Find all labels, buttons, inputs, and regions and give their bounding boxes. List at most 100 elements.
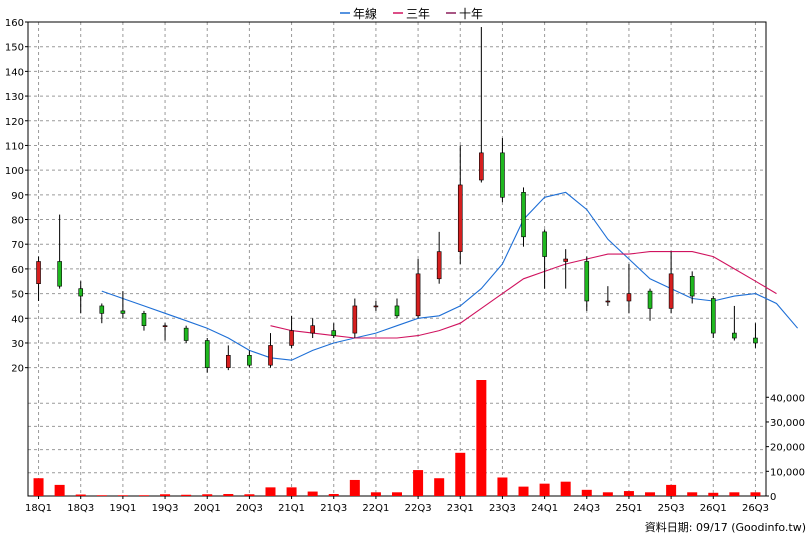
candle-body-down	[647, 290, 653, 309]
candle-body-up	[373, 305, 379, 308]
x-tick-label: 26Q3	[742, 503, 769, 514]
x-tick-label: 23Q1	[447, 503, 474, 514]
volume-tick-label: 40,000	[770, 393, 805, 404]
candle-body-down	[204, 340, 210, 368]
candle-body-down	[732, 332, 737, 339]
volume-bar	[160, 494, 171, 496]
x-tick-label: 22Q3	[405, 503, 432, 514]
price-tick-label: 60	[11, 265, 24, 276]
candle-body-up	[268, 345, 273, 366]
candle-body-down	[521, 192, 526, 238]
volume-bar	[138, 495, 149, 496]
price-tick-label: 70	[11, 240, 24, 251]
x-axis-ticks: 18Q1 18Q3 19Q1 19Q3 20Q1 20Q3 21Q1 21Q3 22Q1 22Q3…	[25, 496, 769, 514]
volume-bar	[497, 477, 508, 496]
candle-body-down	[710, 298, 716, 334]
candle-body-up	[668, 273, 674, 309]
plot-frame	[27, 21, 767, 497]
x-tick-label: 25Q1	[615, 503, 642, 514]
x-tick-label: 20Q1	[194, 503, 221, 514]
candle-body-up	[626, 293, 632, 302]
candle-body-up	[226, 355, 231, 368]
x-tick-label: 22Q1	[362, 503, 389, 514]
candle-body-down	[500, 152, 505, 198]
grid	[28, 21, 766, 496]
volume-bar	[223, 494, 234, 496]
price-tick-label: 140	[5, 67, 24, 78]
candle-body-down	[99, 305, 105, 314]
price-tick-label: 130	[5, 92, 24, 103]
price-tick-label: 120	[5, 117, 24, 128]
legend-label: 三年	[406, 7, 430, 21]
volume-axis-ticks: 0 10,000 20,000 30,000 40,000	[766, 393, 805, 503]
x-tick-label: 26Q1	[700, 503, 727, 514]
volume-bar	[328, 494, 339, 496]
candle-body-down	[141, 313, 147, 326]
volume-bar	[75, 494, 86, 496]
volume-bar	[729, 492, 740, 496]
moving-average-line-3y	[270, 251, 777, 339]
x-tick-label: 24Q3	[573, 503, 600, 514]
volume-bar	[623, 491, 634, 496]
candle-body-down	[331, 330, 337, 336]
x-tick-label: 19Q3	[152, 503, 179, 514]
candle-body-down	[57, 261, 62, 287]
candle-body-down	[753, 337, 758, 344]
price-tick-label: 160	[5, 18, 24, 29]
candle-body-up	[479, 152, 484, 181]
x-tick-label: 25Q3	[658, 503, 685, 514]
x-tick-label: 20Q3	[236, 503, 263, 514]
volume-tick-label: 0	[770, 492, 776, 503]
volume-bar	[455, 452, 466, 496]
price-tick-label: 100	[5, 166, 24, 177]
volume-bar	[539, 483, 550, 496]
candle-body-down	[120, 310, 126, 314]
volume-bar	[202, 494, 213, 496]
plot-border	[27, 21, 767, 497]
volume-bar	[96, 495, 107, 496]
candle-body-up	[352, 305, 358, 334]
candle-body-up	[162, 325, 168, 327]
candle-body-down	[542, 231, 547, 257]
price-tick-label: 30	[11, 339, 24, 350]
candle-body-up	[415, 273, 421, 317]
candle-body-up	[310, 325, 315, 334]
volume-tick-label: 30,000	[770, 418, 805, 429]
volume-bar	[750, 492, 761, 496]
volume-bar	[244, 494, 255, 496]
x-tick-label: 21Q1	[278, 503, 305, 514]
volume-bar	[117, 495, 128, 496]
legend-label: 年線	[353, 6, 377, 21]
volume-bar	[349, 479, 360, 496]
price-tick-label: 50	[11, 290, 24, 301]
volume-bar	[370, 492, 381, 496]
volume-bar	[434, 478, 445, 496]
y-axis-ticks: 20 30 40 50 60 70 80 90 100 110 120 130 140 150 160	[5, 18, 28, 375]
candle-body-up	[36, 261, 41, 285]
candle-body-up	[457, 184, 463, 252]
volume-bar	[33, 478, 44, 496]
volume-tick-label: 20,000	[770, 443, 805, 454]
volume-bar	[560, 481, 571, 496]
volume-bar	[286, 487, 297, 496]
volume-bar	[645, 492, 656, 496]
candle-body-down	[183, 327, 189, 341]
candle-body-up	[563, 258, 568, 262]
candle-body-down	[584, 261, 590, 302]
legend: 年線 三年 十年	[340, 6, 483, 21]
volume-bar	[392, 492, 402, 496]
legend-label: 十年	[459, 7, 483, 21]
price-tick-label: 80	[11, 216, 24, 227]
candle-body-up	[289, 330, 294, 346]
volume-bar	[476, 380, 487, 496]
price-tick-label: 90	[11, 191, 24, 202]
volume-tick-label: 10,000	[770, 467, 805, 478]
price-tick-label: 40	[11, 314, 24, 325]
x-tick-label: 18Q1	[25, 503, 52, 514]
x-tick-label: 21Q3	[320, 503, 347, 514]
candle-body-down	[247, 355, 252, 366]
price-tick-label: 150	[5, 43, 24, 54]
candlesticks	[36, 26, 758, 373]
candle-body-down	[78, 288, 84, 297]
